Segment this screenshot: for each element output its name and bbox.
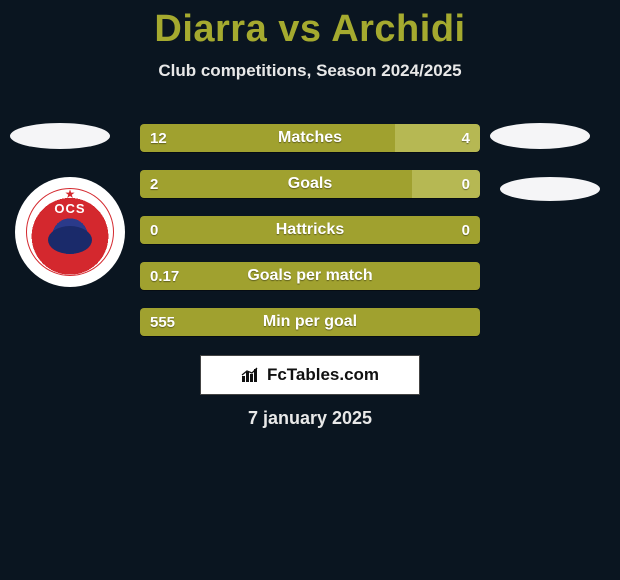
stat-bar-left — [140, 308, 480, 336]
placeholder-top_left — [10, 123, 110, 149]
stat-bar-right — [412, 170, 480, 198]
stat-bar-left — [140, 216, 480, 244]
comparison-bars: Matches124 Goals20 Hattricks00 Goals per ma… — [140, 124, 480, 354]
bar-chart-icon — [241, 366, 263, 384]
stat-bar-left — [140, 262, 480, 290]
club-logo-ball-icon — [48, 226, 92, 254]
stat-row: Goals per match0.17 — [140, 262, 480, 290]
stat-row: Matches124 — [140, 124, 480, 152]
subtitle: Club competitions, Season 2024/2025 — [0, 61, 620, 81]
brand-badge[interactable]: FcTables.com — [200, 355, 420, 395]
placeholder-mid_right — [500, 177, 600, 201]
date-label: 7 january 2025 — [0, 408, 620, 429]
club-logo-star-icon: ★ — [15, 187, 125, 201]
club-logo-abbr: OCS — [15, 201, 125, 216]
stat-row: Hattricks00 — [140, 216, 480, 244]
placeholder-top_right — [490, 123, 590, 149]
stat-row: Goals20 — [140, 170, 480, 198]
club-logo-left: ★ OCS — [15, 177, 125, 287]
brand-text: FcTables.com — [267, 365, 379, 385]
stat-bar-right — [395, 124, 480, 152]
page-title: Diarra vs Archidi — [0, 0, 620, 51]
stat-bar-left — [140, 124, 395, 152]
stat-row: Min per goal555 — [140, 308, 480, 336]
stat-bar-left — [140, 170, 412, 198]
